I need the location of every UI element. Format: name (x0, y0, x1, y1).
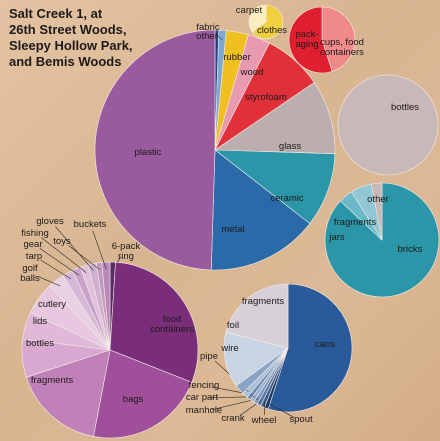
slice-label: other (196, 31, 218, 42)
pie-slice (93, 349, 193, 439)
slice-label: jars (329, 232, 345, 243)
slice-label: fencing (188, 380, 220, 391)
slice-label: bottles (391, 102, 419, 113)
slice-label: food containers (150, 314, 194, 335)
pie-slice (214, 149, 336, 224)
slice-label: glass (278, 141, 302, 152)
pie-slice (25, 349, 111, 437)
slice-label: manhole (185, 405, 223, 416)
pie-slice (288, 6, 333, 74)
slice-label: golf balls (20, 263, 40, 284)
pie-slice (370, 182, 383, 241)
slice-label: rubber (223, 52, 251, 63)
leader-line (39, 248, 80, 276)
slice-label: fragments (241, 296, 285, 307)
slice-label: fragments (333, 217, 377, 228)
pie-slice (267, 283, 353, 413)
slice-label: clothes (256, 25, 288, 36)
slice-label: gloves (36, 216, 64, 227)
slice-label: crank (221, 413, 245, 424)
slice-label: car part (185, 392, 219, 403)
pie-slice (251, 4, 284, 40)
slice-label: carpet (235, 5, 263, 16)
leader-line (40, 259, 72, 280)
pie-slice (223, 331, 289, 387)
slice-label: cans (314, 339, 336, 350)
slice-label: tarp (25, 251, 43, 262)
slice-label: lids (32, 316, 48, 327)
slice-label: cups, food containers (320, 37, 364, 58)
slice-label: wood (240, 67, 264, 78)
pie-slice (101, 261, 111, 351)
slice-label: pack-aging (295, 29, 319, 50)
leader-line (55, 226, 94, 271)
leader-line (68, 245, 101, 270)
pie-slice (109, 261, 199, 383)
slice-label: ceramic (270, 193, 304, 204)
slice-label: 6-pack ring (111, 241, 141, 262)
pie-slice (337, 74, 439, 176)
pie-slice (321, 6, 356, 72)
slice-label: toys (53, 236, 71, 247)
pie-slice (225, 283, 289, 349)
slice-label: wire (221, 343, 239, 354)
slice-label: cutlery (38, 299, 66, 310)
slice-label: other (367, 194, 389, 205)
leader-line (92, 230, 107, 270)
slice-label: plastic (134, 147, 162, 158)
leader-line (41, 237, 87, 273)
pie-slice (94, 29, 216, 271)
leader-line (267, 403, 294, 418)
slice-label: wheel (251, 415, 277, 426)
slice-label: foil (226, 320, 240, 331)
slice-label: bags (122, 394, 144, 405)
slice-label: fabric (196, 22, 220, 33)
slice-label: pipe (200, 351, 218, 362)
leader-line (37, 275, 61, 287)
leader-line (211, 398, 259, 410)
slice-label: bricks (397, 244, 423, 255)
slice-label: fragments (30, 375, 74, 386)
slice-label: styrofoam (245, 92, 287, 103)
slice-label: spout (289, 414, 313, 425)
pie-slice (248, 4, 267, 33)
slice-label: bottles (26, 338, 54, 349)
slice-label: buckets (73, 219, 107, 230)
slice-label: fishing (21, 228, 49, 239)
leader-line (213, 31, 223, 41)
slice-label: gear (23, 239, 43, 250)
pie-slice (210, 149, 311, 271)
pie-slice (214, 82, 336, 155)
chart-title: Salt Creek 1, at 26th Street Woods, Slee… (9, 6, 133, 69)
slice-label: metal (221, 224, 245, 235)
